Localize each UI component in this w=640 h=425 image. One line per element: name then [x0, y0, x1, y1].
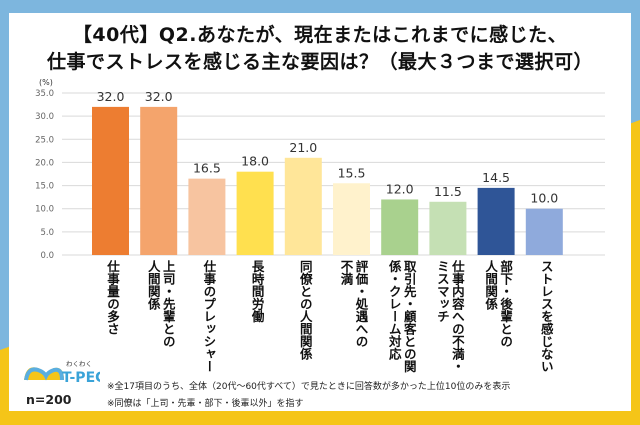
category-label: 部下・後輩との 人間関係: [483, 260, 514, 348]
value-label: 21.0: [289, 140, 317, 155]
category-label: 同僚との人間関係: [297, 260, 313, 360]
value-label: 15.5: [338, 165, 366, 180]
y-tick-label: 25.0: [35, 135, 54, 145]
value-label: 14.5: [482, 170, 510, 185]
bar: [333, 183, 370, 255]
y-tick-label: 30.0: [35, 112, 54, 122]
y-tick-label: 5.0: [40, 228, 54, 238]
y-tick-label: 10.0: [35, 205, 54, 215]
y-tick-label: 0.0: [40, 251, 54, 261]
bar: [525, 208, 563, 255]
tpec-logo: わくわく T-PEC: [24, 360, 100, 386]
sample-size: n=200: [26, 392, 72, 407]
bar: [477, 187, 515, 255]
y-tick-label: 15.0: [35, 182, 54, 192]
bar: [429, 201, 467, 255]
value-label: 32.0: [97, 89, 125, 104]
chart-title-line2: 仕事でストレスを感じる主な要因は？（最大３つまで選択可）: [46, 51, 593, 73]
y-tick-label: 35.0: [35, 89, 54, 99]
value-label: 10.0: [530, 191, 558, 206]
bar: [284, 157, 322, 255]
bar: [188, 178, 226, 255]
chart-title-line1: 【40代】Q2.あなたが、現在またはこれまでに感じた、: [72, 24, 568, 46]
bar: [236, 171, 274, 255]
value-label: 12.0: [386, 181, 414, 196]
value-labels: 32.0 32.0 16.5 18.0 21.0 15.5 12.0 11.5 14.5 10.0: [97, 89, 559, 206]
chart-title: 【40代】Q2.あなたが、現在またはこれまでに感じた、 仕事でストレスを感じる主…: [0, 22, 640, 76]
category-label: ストレスを感じない: [538, 260, 554, 373]
logo-blue-arc: [24, 367, 64, 381]
bars: [92, 106, 563, 255]
footnote-2: ※同僚は「上司・先輩・部下・後輩以外」を指す: [107, 399, 304, 409]
logo-text: T-PEC: [62, 370, 100, 386]
category-label: 評価・処遇への 不満: [338, 260, 369, 348]
value-label: 18.0: [241, 154, 269, 169]
y-axis-ticks: 0.0 5.0 10.0 15.0 20.0 25.0 30.0 35.0: [35, 89, 54, 261]
value-label: 11.5: [434, 184, 462, 199]
category-label: 長時間労働: [249, 260, 265, 323]
value-label: 16.5: [193, 161, 221, 176]
category-label: 仕事のプレッシャー: [201, 260, 217, 373]
footnote-1: ※全17項目のうち、全体（20代～60代すべて）で見たときに回答数が多かった上位…: [107, 382, 511, 392]
category-label: 仕事量の多さ: [105, 260, 120, 335]
logo-subtext: わくわく: [66, 360, 92, 368]
category-label: 上司・先輩との 人間関係: [145, 260, 176, 348]
y-tick-label: 20.0: [35, 158, 54, 168]
bar: [92, 106, 129, 255]
bar: [140, 106, 178, 255]
bar: [381, 199, 419, 255]
y-axis-unit: (%): [39, 78, 53, 87]
category-label: 取引先・顧客との関 係・クレーム対応: [386, 260, 417, 373]
category-label: 仕事内容への不満・ ミスマッチ: [434, 260, 465, 373]
value-label: 32.0: [145, 89, 173, 104]
